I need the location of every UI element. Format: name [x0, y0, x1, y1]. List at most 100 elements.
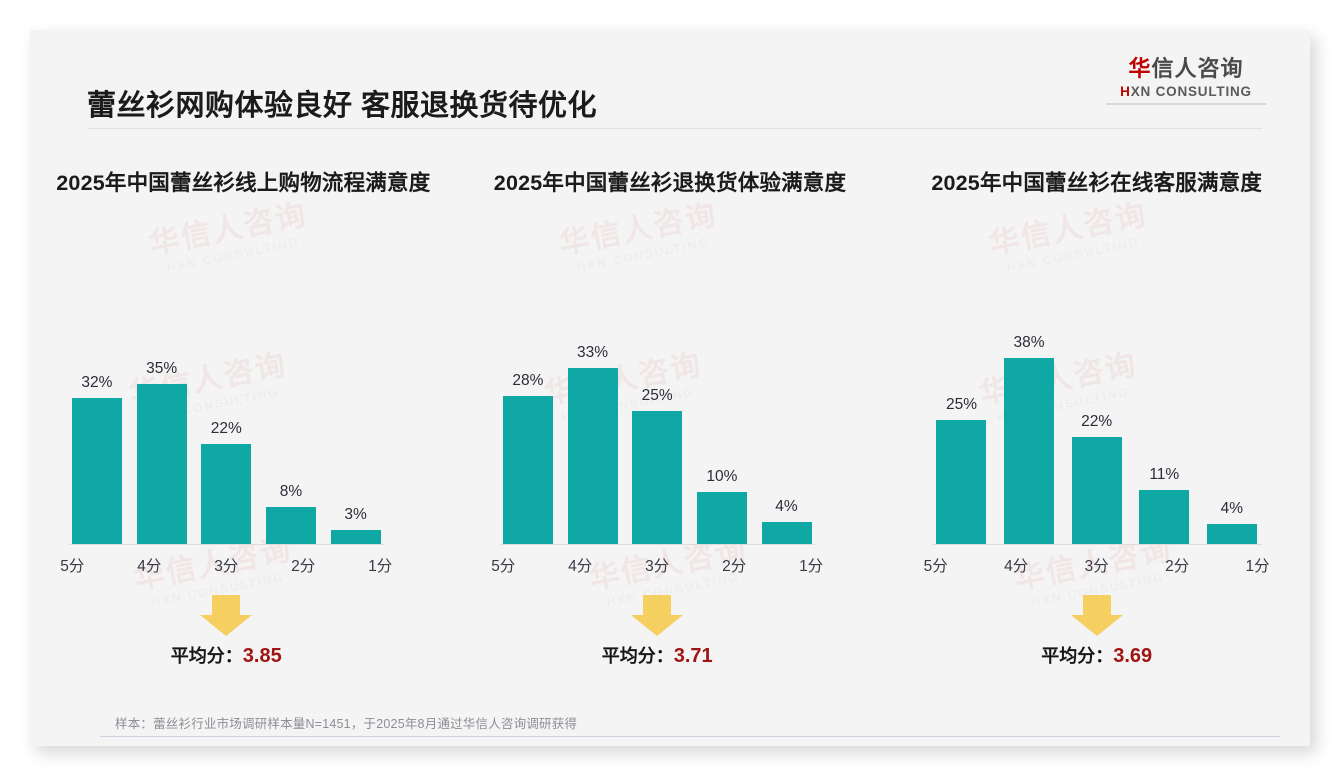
sample-note: 样本：蕾丝衫行业市场调研样本量N=1451，于2025年8月通过华信人咨询调研获… — [115, 717, 578, 731]
x-tick-label: 4分 — [568, 558, 593, 575]
logo-en-red-char: H — [1120, 84, 1131, 100]
bar-item[interactable]: 25% — [629, 315, 686, 544]
bar-item[interactable]: 10% — [693, 315, 750, 544]
bars-group: 28% 33% 25% 10% — [500, 315, 815, 544]
bar-rect[interactable] — [1071, 437, 1122, 544]
chart-title: 2025年中国蕾丝衫线上购物流程满意度 — [56, 171, 431, 195]
bar-value-label: 4% — [775, 498, 798, 515]
bar-rect[interactable] — [1206, 524, 1257, 544]
chart-title: 2025年中国蕾丝衫退换货体验满意度 — [493, 171, 847, 195]
bar-rect[interactable] — [696, 492, 747, 544]
bar-value-label: 22% — [210, 420, 242, 437]
average-score: 平均分：3.71 — [469, 642, 844, 668]
bar-item[interactable]: 4% — [758, 315, 815, 544]
down-arrow-wrapper — [900, 595, 1293, 637]
chart-title: 2025年中国蕾丝衫在线客服满意度 — [931, 171, 1263, 195]
bar-item[interactable]: 32% — [69, 315, 126, 544]
bar-value-label: 11% — [1149, 466, 1180, 483]
bar-rect[interactable] — [136, 384, 187, 544]
average-value: 3.71 — [673, 645, 713, 667]
bar-value-label: 22% — [1081, 413, 1113, 430]
bar-rect[interactable] — [502, 396, 553, 544]
x-tick-label: 2分 — [722, 558, 747, 575]
chart-panel-shopping-process: 2025年中国蕾丝衫线上购物流程满意度 32% 35% 22% — [30, 140, 457, 670]
bar-item[interactable]: 22% — [1067, 315, 1126, 544]
bar-item[interactable]: 33% — [564, 315, 621, 544]
x-tick-label: 5分 — [491, 558, 516, 575]
bar-item[interactable]: 28% — [500, 315, 557, 544]
bar-value-label: 35% — [146, 360, 178, 377]
bar-value-label: 4% — [1220, 500, 1244, 517]
header-divider — [87, 128, 1262, 129]
x-tick-label: 4分 — [137, 558, 162, 575]
bar-item[interactable]: 35% — [133, 315, 190, 544]
slide-footer: ©2025.10 HXR华信人咨询 www.hxrcon.com — [30, 736, 1310, 746]
bar-item[interactable]: 8% — [263, 315, 320, 544]
bar-rect[interactable] — [71, 398, 122, 544]
x-tick-label: 4分 — [1004, 558, 1029, 575]
logo-cn-rest: 信人咨询 — [1151, 56, 1244, 81]
down-arrow-icon — [1069, 595, 1125, 637]
chart-panel-returns-experience: 2025年中国蕾丝衫退换货体验满意度 28% 33% 25% — [457, 140, 884, 670]
bar-value-label: 8% — [279, 483, 303, 500]
bar-rect[interactable] — [1139, 490, 1190, 544]
x-tick-label: 2分 — [1165, 558, 1190, 575]
bar-value-label: 28% — [512, 372, 544, 389]
bar-rect[interactable] — [567, 368, 618, 544]
bar-value-label: 32% — [81, 374, 113, 391]
x-tick-label: 1分 — [368, 558, 393, 575]
x-tick-label: 3分 — [1084, 558, 1109, 575]
bar-rect[interactable] — [632, 411, 683, 544]
bar-item[interactable]: 4% — [1202, 315, 1261, 544]
bar-rect[interactable] — [1004, 358, 1055, 544]
x-axis-line — [68, 544, 384, 545]
logo-en-rest: XN CONSULTING — [1130, 84, 1252, 100]
bar-item[interactable]: 3% — [327, 315, 384, 544]
down-arrow-icon — [629, 595, 685, 637]
average-value: 3.69 — [1113, 645, 1153, 667]
page-title: 蕾丝衫网购体验良好 客服退换货待优化 — [87, 90, 598, 122]
x-tick-label: 3分 — [645, 558, 670, 575]
bars-group: 32% 35% 22% 8% — [69, 315, 384, 544]
bar-rect[interactable] — [330, 530, 381, 544]
x-tick-label: 1分 — [799, 558, 824, 575]
bar-item[interactable]: 38% — [999, 315, 1058, 544]
average-label: 平均分： — [601, 646, 674, 666]
average-score: 平均分：3.69 — [900, 642, 1293, 668]
x-axis-labels: 5分 4分 3分 2分 1分 — [39, 554, 414, 576]
logo-underline — [1106, 103, 1266, 106]
x-axis-labels: 5分 4分 3分 2分 1分 — [469, 554, 844, 576]
chart-panel-online-service: 2025年中国蕾丝衫在线客服满意度 25% 38% 22% — [883, 140, 1310, 670]
logo-cn-red-char: 华 — [1128, 56, 1152, 81]
average-label: 平均分： — [1041, 646, 1114, 666]
down-arrow-wrapper — [469, 595, 844, 637]
bar-rect[interactable] — [201, 444, 252, 544]
bar-value-label: 38% — [1013, 334, 1045, 351]
bar-value-label: 25% — [641, 387, 673, 404]
bar-value-label: 3% — [344, 506, 367, 523]
bar-item[interactable]: 11% — [1135, 315, 1194, 544]
charts-row: 2025年中国蕾丝衫线上购物流程满意度 32% 35% 22% — [30, 140, 1310, 670]
x-axis-line — [499, 544, 815, 545]
bar-chart: 32% 35% 22% 8% — [39, 315, 414, 545]
average-label: 平均分： — [170, 646, 243, 666]
x-tick-label: 5分 — [60, 558, 85, 575]
down-arrow-icon — [198, 595, 254, 637]
bar-rect[interactable] — [761, 522, 812, 544]
x-axis-labels: 5分 4分 3分 2分 1分 — [900, 554, 1293, 576]
bar-item[interactable]: 25% — [932, 315, 991, 544]
footer-divider — [100, 736, 1280, 737]
average-score: 平均分：3.85 — [39, 642, 414, 668]
bar-chart: 28% 33% 25% 10% — [469, 315, 844, 545]
average-value: 3.85 — [242, 645, 282, 667]
x-tick-label: 3分 — [214, 558, 239, 575]
bar-rect[interactable] — [936, 420, 987, 544]
x-axis-line — [931, 544, 1262, 545]
slide-header: 蕾丝衫网购体验良好 客服退换货待优化 华信人咨询 HXN CONSULTING — [30, 30, 1310, 129]
bar-rect[interactable] — [265, 507, 316, 544]
down-arrow-wrapper — [39, 595, 414, 637]
bar-value-label: 33% — [577, 344, 609, 361]
bar-item[interactable]: 22% — [198, 315, 255, 544]
logo-english-text: HXN CONSULTING — [1106, 84, 1266, 99]
bars-group: 25% 38% 22% 11% — [932, 315, 1262, 544]
